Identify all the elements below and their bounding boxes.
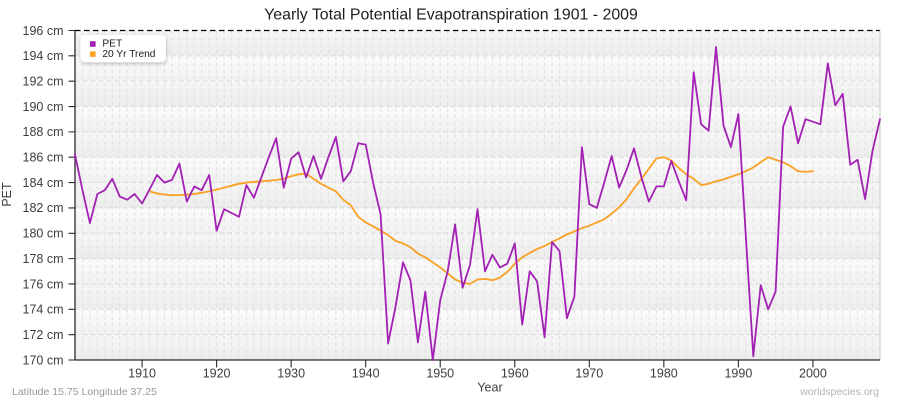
svg-text:1950: 1950 — [426, 367, 454, 381]
svg-text:1970: 1970 — [575, 367, 603, 381]
svg-text:194 cm: 194 cm — [23, 49, 64, 63]
svg-text:190 cm: 190 cm — [23, 100, 64, 114]
svg-text:172 cm: 172 cm — [23, 328, 64, 342]
svg-text:188 cm: 188 cm — [23, 125, 64, 139]
svg-text:176 cm: 176 cm — [23, 277, 64, 291]
svg-text:1980: 1980 — [650, 367, 678, 381]
svg-text:PET: PET — [102, 39, 122, 50]
svg-text:180 cm: 180 cm — [23, 227, 64, 241]
svg-text:184 cm: 184 cm — [23, 176, 64, 190]
svg-text:174 cm: 174 cm — [23, 303, 64, 317]
svg-text:186 cm: 186 cm — [23, 151, 64, 165]
svg-text:2000: 2000 — [799, 367, 827, 381]
svg-text:1960: 1960 — [501, 367, 529, 381]
svg-text:1990: 1990 — [724, 367, 752, 381]
svg-text:Year: Year — [477, 381, 502, 395]
svg-text:1910: 1910 — [128, 367, 156, 381]
svg-text:196 cm: 196 cm — [23, 24, 64, 38]
svg-text:worldspecies.org: worldspecies.org — [799, 386, 879, 398]
svg-text:192 cm: 192 cm — [23, 74, 64, 88]
svg-text:1940: 1940 — [352, 367, 380, 381]
svg-text:178 cm: 178 cm — [23, 252, 64, 266]
svg-text:1920: 1920 — [203, 367, 231, 381]
svg-text:20 Yr Trend: 20 Yr Trend — [102, 49, 155, 60]
svg-text:Latitude 15.75 Longitude 37.25: Latitude 15.75 Longitude 37.25 — [12, 386, 157, 398]
svg-text:1930: 1930 — [277, 367, 305, 381]
svg-text:PET: PET — [0, 182, 14, 207]
svg-text:Yearly Total Potential Evapotr: Yearly Total Potential Evapotranspiratio… — [264, 7, 638, 24]
svg-text:182 cm: 182 cm — [23, 201, 64, 215]
svg-text:170 cm: 170 cm — [23, 353, 64, 367]
